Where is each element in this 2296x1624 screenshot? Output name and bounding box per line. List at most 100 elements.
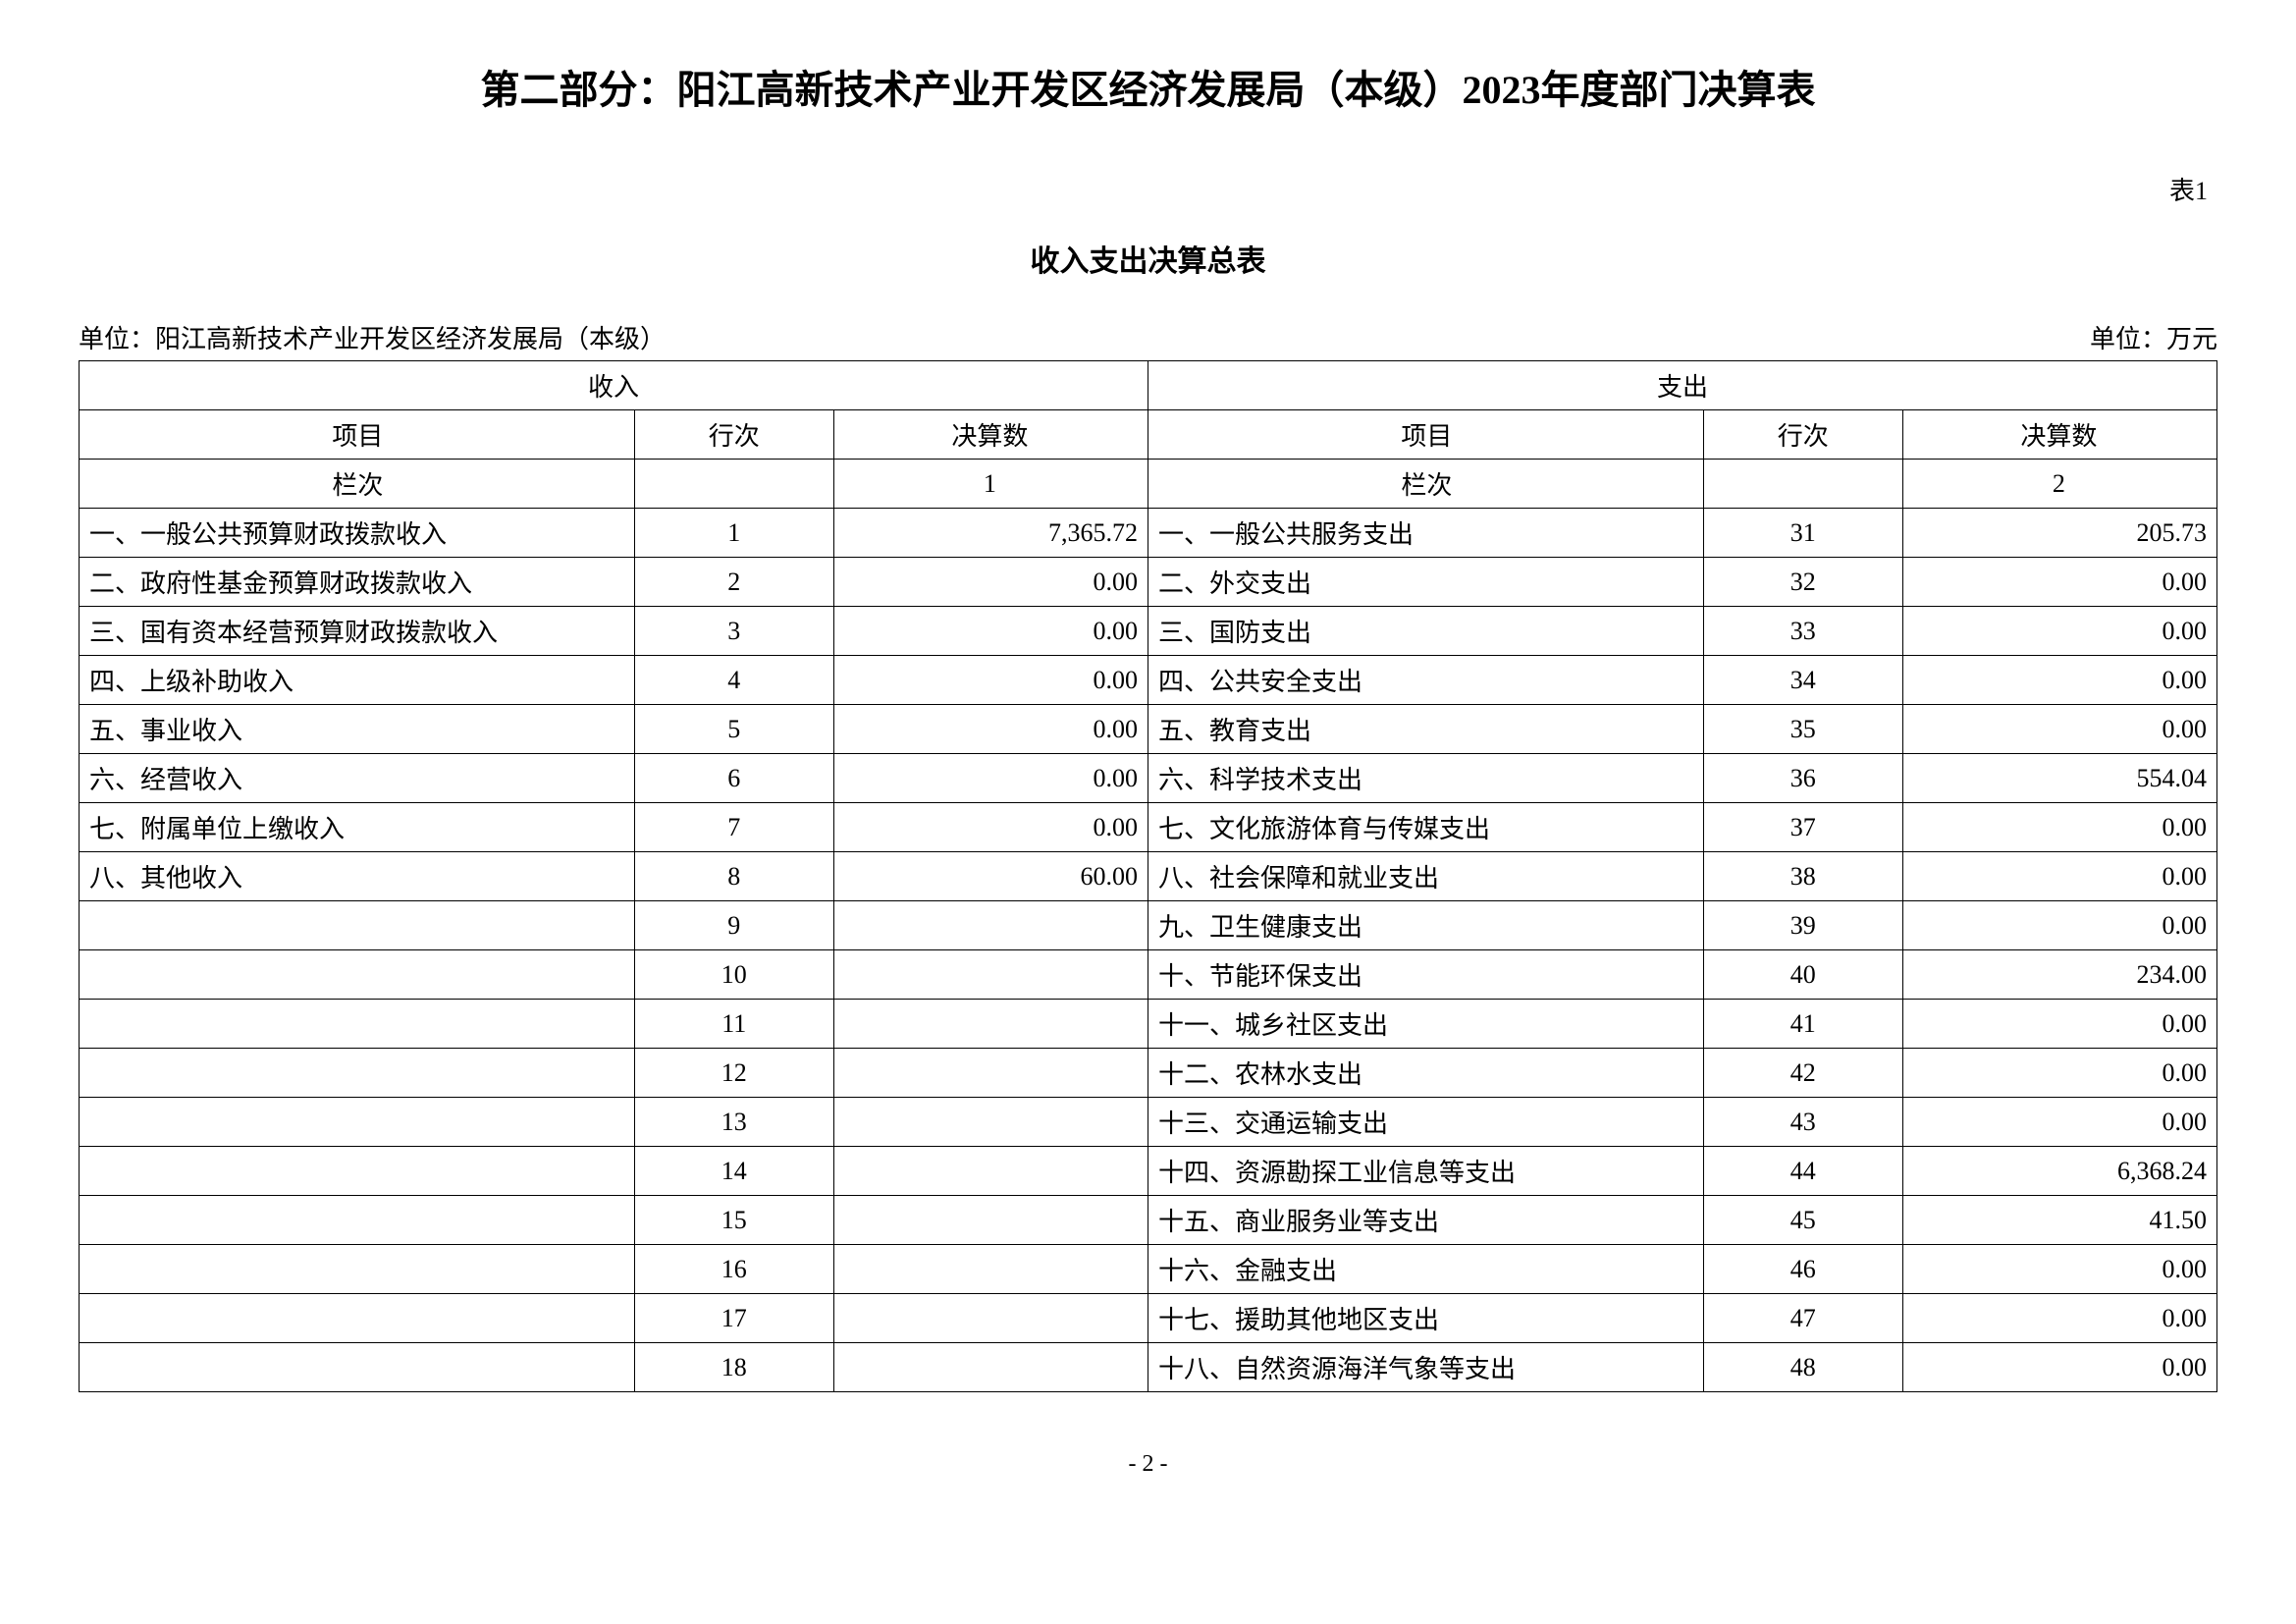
header-item-income: 项目 (80, 410, 635, 460)
income-rownum: 3 (634, 607, 833, 656)
table-row: 9九、卫生健康支出390.00 (80, 901, 2217, 950)
colnum-empty-2 (1703, 460, 1902, 509)
income-rownum: 18 (634, 1343, 833, 1392)
expense-item: 十二、农林水支出 (1148, 1049, 1703, 1098)
expense-item: 六、科学技术支出 (1148, 754, 1703, 803)
income-value: 0.00 (833, 558, 1148, 607)
income-value: 7,365.72 (833, 509, 1148, 558)
income-rownum: 10 (634, 950, 833, 1000)
colnum-label-expense: 栏次 (1148, 460, 1703, 509)
expense-item: 七、文化旅游体育与传媒支出 (1148, 803, 1703, 852)
header-settlement-expense: 决算数 (1902, 410, 2216, 460)
income-rownum: 15 (634, 1196, 833, 1245)
expense-item: 十六、金融支出 (1148, 1245, 1703, 1294)
income-value (833, 1245, 1148, 1294)
expense-item: 十八、自然资源海洋气象等支出 (1148, 1343, 1703, 1392)
table-row: 12 十二、农林水支出420.00 (80, 1049, 2217, 1098)
expense-rownum: 43 (1703, 1098, 1902, 1147)
expense-rownum: 46 (1703, 1245, 1902, 1294)
income-item (80, 1196, 635, 1245)
expense-item: 十、节能环保支出 (1148, 950, 1703, 1000)
unit-currency: 单位：万元 (2090, 319, 2217, 355)
header-item-expense: 项目 (1148, 410, 1703, 460)
table-row: 10十、节能环保支出40234.00 (80, 950, 2217, 1000)
expense-item: 十三、交通运输支出 (1148, 1098, 1703, 1147)
expense-rownum: 36 (1703, 754, 1902, 803)
income-rownum: 17 (634, 1294, 833, 1343)
expense-rownum: 47 (1703, 1294, 1902, 1343)
expense-item: 十五、商业服务业等支出 (1148, 1196, 1703, 1245)
expense-value: 205.73 (1902, 509, 2216, 558)
expense-value: 0.00 (1902, 803, 2216, 852)
meta-row: 单位：阳江高新技术产业开发区经济发展局（本级） 单位：万元 (79, 319, 2217, 355)
expense-rownum: 32 (1703, 558, 1902, 607)
expense-value: 0.00 (1902, 1049, 2216, 1098)
income-item (80, 1098, 635, 1147)
expense-value: 0.00 (1902, 1098, 2216, 1147)
income-value: 0.00 (833, 803, 1148, 852)
expense-value: 0.00 (1902, 558, 2216, 607)
table-header-row: 收入 支出 (80, 361, 2217, 410)
expense-value: 0.00 (1902, 852, 2216, 901)
income-rownum: 13 (634, 1098, 833, 1147)
expense-value: 0.00 (1902, 705, 2216, 754)
income-value (833, 1147, 1148, 1196)
table-row: 13 十三、交通运输支出430.00 (80, 1098, 2217, 1147)
header-expense: 支出 (1148, 361, 2216, 410)
income-rownum: 11 (634, 1000, 833, 1049)
income-rownum: 5 (634, 705, 833, 754)
table-row: 七、附属单位上缴收入70.00七、文化旅游体育与传媒支出370.00 (80, 803, 2217, 852)
income-item: 五、事业收入 (80, 705, 635, 754)
table-row: 六、经营收入60.00六、科学技术支出36554.04 (80, 754, 2217, 803)
expense-rownum: 34 (1703, 656, 1902, 705)
income-item (80, 1343, 635, 1392)
subtitle: 收入支出决算总表 (79, 237, 2217, 280)
expense-value: 0.00 (1902, 1343, 2216, 1392)
colnum-empty-1 (634, 460, 833, 509)
income-item (80, 901, 635, 950)
expense-item: 十四、资源勘探工业信息等支出 (1148, 1147, 1703, 1196)
expense-value: 0.00 (1902, 656, 2216, 705)
page-number: - 2 - (79, 1451, 2217, 1478)
income-value: 0.00 (833, 656, 1148, 705)
table-row: 二、政府性基金预算财政拨款收入20.00二、外交支出320.00 (80, 558, 2217, 607)
income-item (80, 1245, 635, 1294)
expense-rownum: 41 (1703, 1000, 1902, 1049)
income-rownum: 12 (634, 1049, 833, 1098)
table-row: 17十七、援助其他地区支出470.00 (80, 1294, 2217, 1343)
expense-item: 四、公共安全支出 (1148, 656, 1703, 705)
table-row: 14十四、资源勘探工业信息等支出446,368.24 (80, 1147, 2217, 1196)
table-colnum-row: 栏次 1 栏次 2 (80, 460, 2217, 509)
expense-item: 九、卫生健康支出 (1148, 901, 1703, 950)
income-rownum: 14 (634, 1147, 833, 1196)
table-row: 五、事业收入50.00五、教育支出350.00 (80, 705, 2217, 754)
table-row: 三、国有资本经营预算财政拨款收入30.00三、国防支出330.00 (80, 607, 2217, 656)
income-rownum: 7 (634, 803, 833, 852)
income-item: 三、国有资本经营预算财政拨款收入 (80, 607, 635, 656)
income-item (80, 1147, 635, 1196)
income-item (80, 1294, 635, 1343)
income-value: 0.00 (833, 705, 1148, 754)
expense-value: 0.00 (1902, 901, 2216, 950)
colnum-label-income: 栏次 (80, 460, 635, 509)
income-item: 一、一般公共预算财政拨款收入 (80, 509, 635, 558)
table-row: 15十五、商业服务业等支出4541.50 (80, 1196, 2217, 1245)
income-value (833, 1000, 1148, 1049)
table-row: 11十一、城乡社区支出410.00 (80, 1000, 2217, 1049)
expense-rownum: 40 (1703, 950, 1902, 1000)
expense-rownum: 33 (1703, 607, 1902, 656)
income-item (80, 1049, 635, 1098)
expense-rownum: 42 (1703, 1049, 1902, 1098)
expense-value: 0.00 (1902, 1000, 2216, 1049)
expense-item: 八、社会保障和就业支出 (1148, 852, 1703, 901)
expense-value: 41.50 (1902, 1196, 2216, 1245)
table-subheader-row: 项目 行次 决算数 项目 行次 决算数 (80, 410, 2217, 460)
expense-rownum: 44 (1703, 1147, 1902, 1196)
expense-rownum: 38 (1703, 852, 1902, 901)
expense-rownum: 39 (1703, 901, 1902, 950)
table-row: 四、上级补助收入40.00四、公共安全支出340.00 (80, 656, 2217, 705)
income-item: 四、上级补助收入 (80, 656, 635, 705)
expense-value: 0.00 (1902, 607, 2216, 656)
expense-rownum: 31 (1703, 509, 1902, 558)
table-row: 16十六、金融支出460.00 (80, 1245, 2217, 1294)
